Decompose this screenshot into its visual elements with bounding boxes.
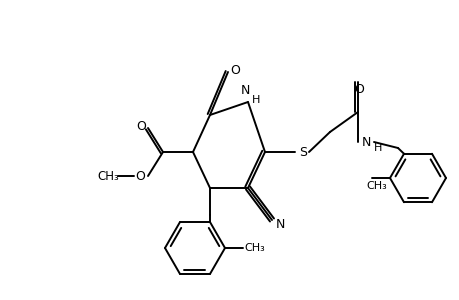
Text: N: N: [275, 218, 284, 230]
Text: O: O: [135, 169, 145, 182]
Text: N: N: [360, 136, 370, 148]
Text: O: O: [136, 119, 146, 133]
Text: O: O: [230, 64, 240, 76]
Text: H: H: [251, 95, 260, 105]
Text: CH₃: CH₃: [244, 243, 265, 253]
Text: O: O: [353, 82, 363, 95]
Text: CH₃: CH₃: [97, 169, 118, 182]
Text: S: S: [298, 146, 306, 158]
Text: H: H: [373, 143, 381, 153]
Text: CH₃: CH₃: [366, 181, 386, 191]
Text: N: N: [240, 83, 249, 97]
